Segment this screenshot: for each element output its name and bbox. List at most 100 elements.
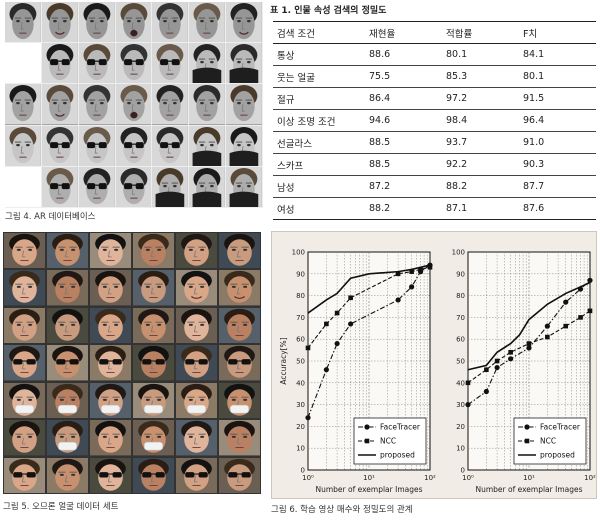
omron-face-image xyxy=(90,270,131,306)
legend-label: FaceTracer xyxy=(380,423,421,432)
data-point-ncc xyxy=(395,271,401,277)
table-header-cell: 적합률 xyxy=(442,21,519,44)
omron-face-image xyxy=(219,382,260,419)
y-tick-label: 30 xyxy=(456,401,465,409)
value-cell: 80.1 xyxy=(519,65,596,88)
series-line-proposed xyxy=(307,264,431,314)
y-tick-label: 100 xyxy=(292,249,305,257)
chart-legend: FaceTracer NCC proposed xyxy=(513,417,587,465)
omron-face-image xyxy=(47,345,88,381)
omron-face-dataset-grid xyxy=(3,232,261,494)
y-tick-label: 40 xyxy=(296,379,305,387)
omron-face-image xyxy=(90,420,131,456)
value-cell: 88.2 xyxy=(365,197,442,220)
legend-label: proposed xyxy=(540,451,575,460)
series-line-proposed xyxy=(467,281,591,371)
ar-face-image xyxy=(189,166,226,207)
condition-cell: 남성 xyxy=(273,175,365,198)
data-point-facetracer xyxy=(526,345,532,351)
legend-label: proposed xyxy=(380,451,415,460)
omron-face-image xyxy=(219,307,260,344)
data-point-ncc xyxy=(484,367,489,373)
omron-face-image xyxy=(47,233,88,269)
ar-face-image xyxy=(152,84,189,125)
value-cell: 90.3 xyxy=(519,153,596,176)
y-tick-label: 70 xyxy=(296,314,305,322)
ar-face-image xyxy=(78,125,115,166)
data-point-facetracer xyxy=(465,402,471,408)
omron-face-image xyxy=(90,233,131,269)
omron-face-image xyxy=(176,307,217,344)
omron-face-image xyxy=(4,270,45,306)
data-point-ncc xyxy=(348,295,353,301)
table-header-cell: F치 xyxy=(519,21,596,44)
ar-face-image xyxy=(41,2,78,43)
value-cell: 88.5 xyxy=(365,131,442,154)
omron-face-image xyxy=(47,457,88,493)
table-header-row: 검색 조건 재현율 적합률 F치 xyxy=(273,21,596,44)
ar-face-image xyxy=(152,125,189,166)
data-point-facetracer xyxy=(348,321,354,327)
legend-marker xyxy=(364,438,370,444)
omron-face-image xyxy=(176,270,217,306)
data-point-ncc xyxy=(526,341,532,346)
legend-marker xyxy=(524,438,530,444)
omron-face-image xyxy=(47,382,88,419)
y-tick-label: 40 xyxy=(456,379,465,387)
value-cell: 88.2 xyxy=(442,175,519,198)
value-cell: 91.0 xyxy=(519,131,596,154)
y-tick-label: 60 xyxy=(296,336,305,344)
condition-cell: 스카프 xyxy=(273,153,365,176)
condition-cell: 절규 xyxy=(273,87,365,110)
table-1-title: 표 1. 인물 속성 검색의 정밀도 xyxy=(270,6,387,16)
data-point-ncc xyxy=(563,323,569,329)
value-cell: 91.5 xyxy=(519,87,596,110)
data-point-ncc xyxy=(418,267,423,272)
data-point-facetracer xyxy=(563,299,569,305)
ar-face-image xyxy=(5,125,41,166)
omron-face-image xyxy=(176,233,217,269)
omron-face-image xyxy=(47,270,88,306)
ar-face-image xyxy=(189,125,226,166)
omron-face-image xyxy=(133,233,174,269)
data-point-ncc xyxy=(409,269,414,274)
omron-face-image xyxy=(90,307,131,344)
ar-face-image xyxy=(226,84,262,125)
y-tick-label: 0 xyxy=(461,467,465,475)
data-point-ncc xyxy=(587,308,593,314)
omron-face-image xyxy=(176,420,217,456)
y-tick-label: 70 xyxy=(456,314,465,322)
ar-face-image xyxy=(226,125,262,166)
ar-database-image-grid xyxy=(5,2,263,208)
omron-face-image xyxy=(219,233,260,269)
omron-face-image xyxy=(4,307,45,344)
data-point-facetracer xyxy=(323,367,329,373)
ar-face-image xyxy=(41,125,78,166)
value-cell: 84.1 xyxy=(519,43,596,66)
value-cell: 80.1 xyxy=(442,43,519,66)
ar-face-image xyxy=(189,2,226,43)
table-row: 통상 88.6 80.1 84.1 xyxy=(273,43,596,66)
data-point-ncc xyxy=(427,264,433,270)
value-cell: 88.6 xyxy=(365,43,442,66)
ar-face-image xyxy=(226,2,262,43)
data-point-facetracer xyxy=(494,364,500,371)
value-cell: 92.2 xyxy=(442,153,519,176)
omron-face-image xyxy=(47,420,88,456)
value-cell: 87.6 xyxy=(519,197,596,220)
x-axis-label: Number of exemplar Images xyxy=(315,485,422,494)
omron-face-image xyxy=(90,457,131,493)
omron-face-image xyxy=(4,420,45,456)
value-cell: 87.2 xyxy=(365,175,442,198)
data-point-facetracer xyxy=(508,356,514,362)
ar-face-image xyxy=(226,166,262,207)
ar-face-image xyxy=(41,166,78,207)
figure-4-caption: 그림 4. AR 데이터베이스 xyxy=(5,212,96,222)
value-cell: 94.6 xyxy=(365,109,442,132)
value-cell: 85.3 xyxy=(442,65,519,88)
chart-legend: FaceTracer NCC proposed xyxy=(353,417,427,465)
value-cell: 87.7 xyxy=(519,175,596,198)
data-point-ncc xyxy=(305,345,311,351)
y-tick-label: 90 xyxy=(456,270,465,278)
